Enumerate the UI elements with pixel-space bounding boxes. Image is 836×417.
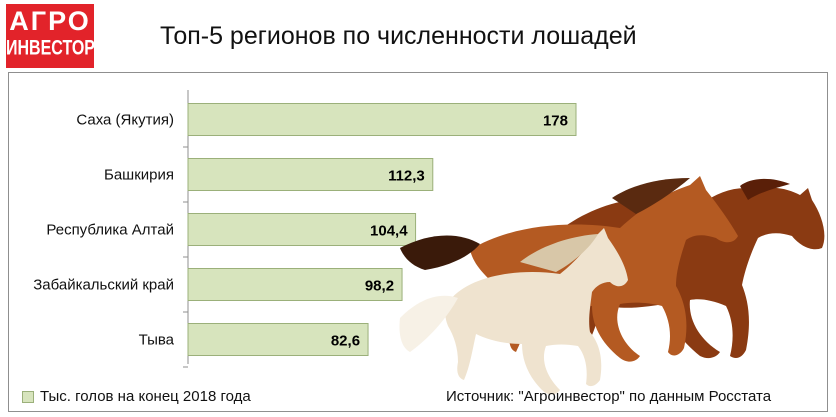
- value-label-3: 98,2: [365, 278, 394, 295]
- value-label-1: 112,3: [388, 168, 425, 185]
- category-label-4: Тыва: [139, 332, 175, 349]
- chart-frame: [8, 72, 828, 412]
- category-label-2: Республика Алтай: [46, 222, 174, 239]
- logo-text-top: АГРО: [9, 6, 91, 36]
- bar-0: [187, 103, 577, 136]
- value-label-4: 82,6: [331, 333, 360, 350]
- category-label-0: Саха (Якутия): [76, 112, 174, 129]
- bar-1: [187, 158, 434, 191]
- logo-text-bottom: ИНВЕСТОР: [6, 36, 95, 60]
- bar-4: [187, 323, 369, 356]
- source-note: Источник: "Агроинвестор" по данным Росст…: [446, 388, 772, 405]
- category-label-1: Башкирия: [104, 167, 174, 184]
- category-label-3: Забайкальский край: [33, 277, 174, 294]
- bar-3: [187, 268, 403, 301]
- bars-layer: Саха (Якутия) 178 Башкирия 112,3 Республика …: [33, 103, 577, 368]
- chart-title: Топ-5 регионов по численности лошадей: [160, 22, 637, 50]
- legend: Тыс. голов на конец 2018 года: [22, 388, 251, 405]
- bar-2: [187, 213, 417, 246]
- value-label-2: 104,4: [370, 223, 408, 240]
- legend-label: Тыс. голов на конец 2018 года: [40, 388, 251, 405]
- agroinvestor-logo: АГРО ИНВЕСТОР: [6, 4, 95, 68]
- palomino-horse-front: [399, 228, 628, 395]
- legend-swatch: [22, 390, 34, 403]
- value-label-0: 178: [543, 113, 568, 130]
